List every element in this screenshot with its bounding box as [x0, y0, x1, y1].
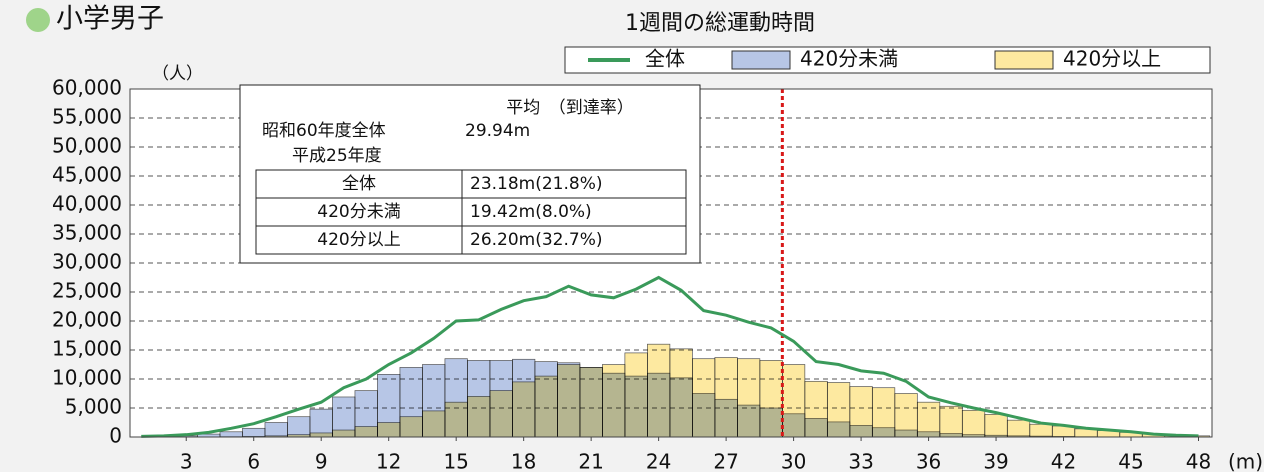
bar — [849, 386, 873, 438]
y-tick-label: 35,000 — [52, 221, 122, 245]
x-tick-label: 33 — [848, 450, 873, 472]
x-tick-label: 42 — [1051, 450, 1076, 472]
bar — [377, 422, 401, 438]
bar — [534, 375, 558, 438]
legend-box — [564, 46, 1211, 74]
bar — [602, 364, 626, 438]
table-cell: 26.20m(32.7%) — [470, 230, 603, 250]
x-axis-label: (m) — [1228, 450, 1263, 472]
bar — [916, 401, 941, 438]
inset-label: 平成25年度 — [292, 146, 382, 166]
line — [141, 275, 1199, 438]
legend-label: 全体 — [645, 47, 685, 71]
bar — [354, 426, 378, 438]
bar — [467, 396, 491, 438]
x-tick-label: 48 — [1186, 450, 1211, 472]
inset-box — [239, 84, 701, 264]
y-tick-label: 55,000 — [52, 105, 122, 129]
bar — [781, 364, 806, 438]
legend: 全体 420分未満 420分以上 — [564, 46, 1211, 74]
bar — [309, 432, 333, 438]
table-cell: 420分以上 — [317, 230, 400, 250]
x-tick-label: 39 — [983, 450, 1008, 472]
y-tick-label: 30,000 — [52, 250, 122, 274]
bar — [444, 401, 468, 438]
bar — [871, 387, 896, 438]
y-tick-label: 60,000 — [52, 76, 122, 100]
x-tick-label: 30 — [781, 450, 806, 472]
legend-swatch — [731, 50, 791, 70]
bar — [579, 367, 603, 438]
y-tick-label: 45,000 — [52, 163, 122, 187]
chart-title: 1週間の総運動時間 — [625, 11, 815, 36]
inset-label: 昭和60年度全体 — [262, 121, 386, 141]
bar — [714, 357, 738, 438]
bar — [1006, 419, 1031, 438]
inset-header: 平均 （到達率） — [506, 98, 634, 118]
bar — [399, 416, 423, 438]
x-tick-label: 36 — [916, 450, 941, 472]
y-tick-label: 50,000 — [52, 134, 122, 158]
bar — [264, 422, 288, 438]
bar — [1029, 423, 1053, 438]
table-cell: 23.18m(21.8%) — [470, 174, 603, 194]
y-tick-label: 15,000 — [52, 337, 122, 361]
bar — [624, 352, 648, 438]
bar — [647, 343, 671, 438]
y-tick-label: 25,000 — [52, 279, 122, 303]
table-cell: 全体 — [342, 174, 376, 194]
x-tick-label: 6 — [247, 450, 260, 472]
page-title: 小学男子 — [56, 4, 164, 35]
legend-swatch — [994, 50, 1054, 70]
legend-label: 420分以上 — [1063, 47, 1161, 71]
title-bullet — [26, 8, 50, 32]
bar — [939, 405, 963, 438]
bar — [242, 427, 266, 438]
inset-table — [255, 169, 687, 255]
bar — [422, 410, 446, 438]
y-tick-label: 5,000 — [65, 395, 122, 419]
y-tick-label: 0 — [109, 424, 122, 448]
bar — [692, 358, 716, 438]
y-tick-label: 40,000 — [52, 192, 122, 216]
bar — [669, 348, 693, 438]
bar — [894, 393, 918, 438]
x-tick-label: 18 — [511, 450, 536, 472]
y-tick-label: 20,000 — [52, 308, 122, 332]
table-cell: 420分未満 — [317, 202, 400, 222]
bar — [512, 381, 536, 438]
y-axis-label: （人） — [152, 64, 203, 84]
bar — [737, 358, 761, 438]
bar — [557, 364, 581, 438]
x-tick-label: 12 — [376, 450, 401, 472]
bar — [759, 360, 783, 438]
x-tick-label: 27 — [713, 450, 738, 472]
table-cell: 19.42m(8.0%) — [470, 202, 592, 222]
x-tick-label: 15 — [443, 450, 468, 472]
bar — [287, 416, 311, 438]
x-tick-label: 21 — [578, 450, 603, 472]
bar — [804, 380, 828, 438]
bar — [332, 429, 356, 438]
x-tick-label: 3 — [180, 450, 193, 472]
bar — [489, 390, 513, 438]
x-tick-label: 45 — [1118, 450, 1143, 472]
inset-value: 29.94m — [465, 121, 530, 141]
bar — [961, 409, 986, 438]
bar — [826, 382, 851, 438]
bar — [219, 431, 243, 438]
bar — [984, 414, 1008, 438]
x-tick-label: 24 — [646, 450, 671, 472]
y-tick-label: 10,000 — [52, 366, 122, 390]
x-tick-label: 9 — [315, 450, 328, 472]
legend-label: 420分未満 — [800, 47, 898, 71]
inset: 平均 （到達率） 昭和60年度全体 29.94m 平成25年度 全体 23.18… — [239, 84, 701, 264]
